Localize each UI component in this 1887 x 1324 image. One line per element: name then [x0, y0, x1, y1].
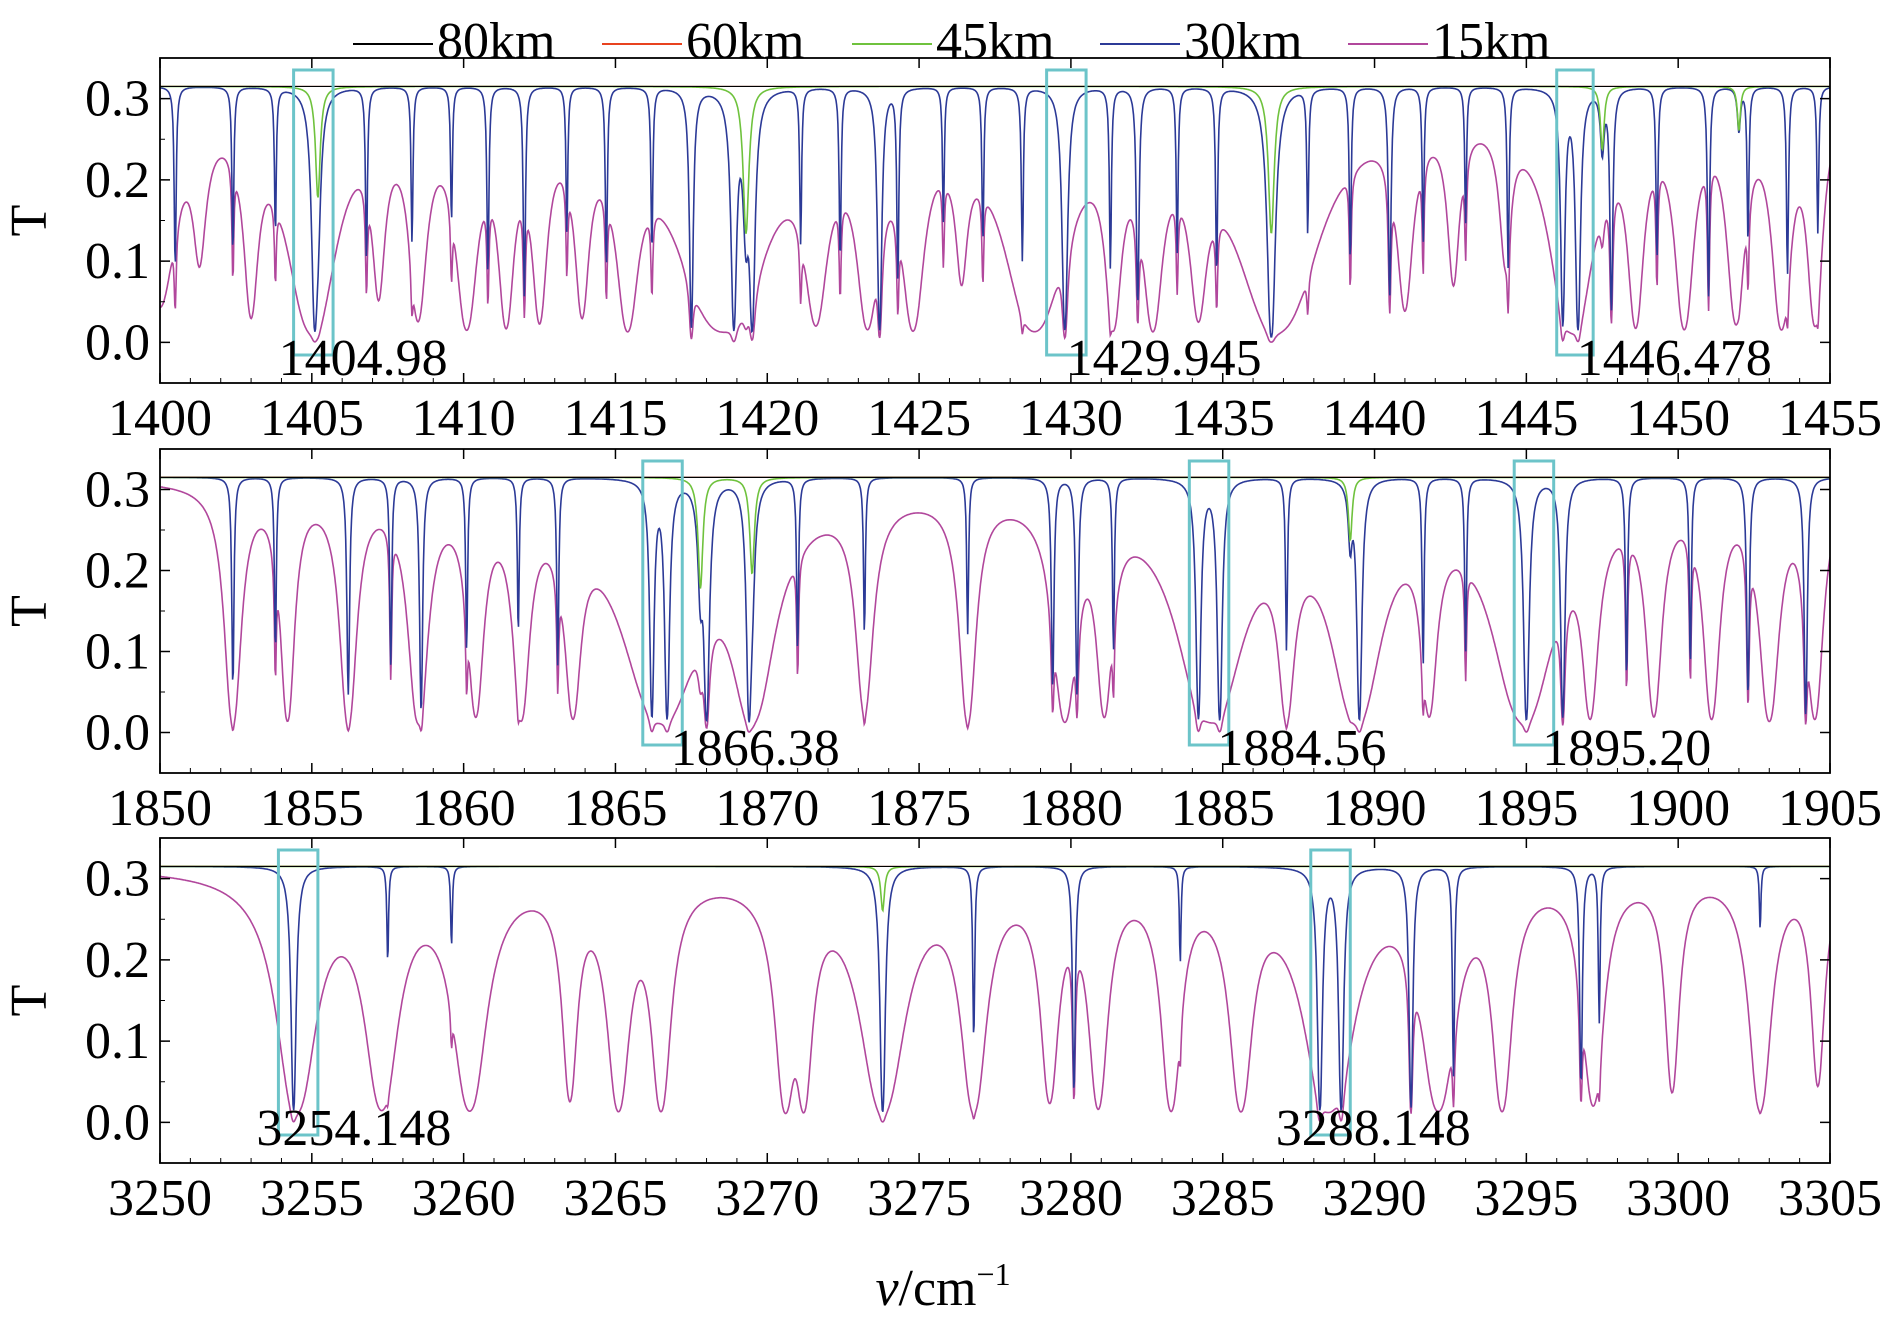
line-annotation: 1429.945 [1067, 330, 1262, 387]
highlight-box [1045, 68, 1088, 357]
series-line-15km [160, 143, 1830, 343]
legend-item-30km: 30km [1100, 13, 1302, 70]
x-tick-label: 1400 [108, 390, 212, 447]
x-tick-label: 1455 [1778, 390, 1882, 447]
x-tick-label: 1890 [1323, 780, 1427, 837]
y-tick-label: 0.0 [85, 705, 150, 762]
y-tick-label: 0.1 [85, 1013, 150, 1070]
line-annotation: 1884.56 [1217, 720, 1386, 777]
x-tick-label: 1885 [1171, 780, 1275, 837]
y-tick-label: 0.1 [85, 624, 150, 681]
legend-item-15km: 15km [1348, 13, 1550, 70]
highlight-box [1512, 459, 1556, 747]
plot-area [160, 865, 1830, 1123]
y-tick-label: 0.1 [85, 233, 150, 290]
x-tick-label: 1410 [412, 390, 516, 447]
x-tick-label: 1865 [563, 780, 667, 837]
legend-item-80km: 80km [353, 13, 555, 70]
x-tick-label: 1450 [1626, 390, 1730, 447]
line-annotation: 1866.38 [671, 720, 840, 777]
x-tick-label: 1425 [867, 390, 971, 447]
plot-area [160, 476, 1830, 733]
line-annotation: 1404.98 [279, 330, 448, 387]
y-axis-label: T [1, 985, 58, 1017]
x-tick-label: 3305 [1778, 1170, 1882, 1227]
highlight-box [276, 848, 320, 1137]
x-tick-label: 1430 [1019, 390, 1123, 447]
panel-1: 1404.98 1429.945 1446.478 1400 1405 1410 1415 1… [1, 57, 1882, 447]
x-tick-label: 1875 [867, 780, 971, 837]
x-tick-label: 1900 [1626, 780, 1730, 837]
legend-item-60km: 60km [602, 13, 804, 70]
x-tick-label: 3255 [260, 1170, 364, 1227]
highlight-box [1555, 68, 1595, 357]
y-tick-label: 0.2 [85, 152, 150, 209]
panel-2: 1866.38 1884.56 1895.20 1850 1855 1860 1865 187… [1, 448, 1882, 837]
x-tick-label: 1420 [715, 390, 819, 447]
series-line-30km [160, 86, 1830, 338]
line-annotation: 1895.20 [1542, 720, 1711, 777]
x-tick-label: 1440 [1323, 390, 1427, 447]
x-tick-label: 3265 [563, 1170, 667, 1227]
legend-item-45km: 45km [852, 13, 1054, 70]
x-tick-label: 3260 [412, 1170, 516, 1227]
highlight-box [641, 459, 684, 747]
x-tick-label: 1435 [1171, 390, 1275, 447]
y-tick-label: 0.0 [85, 1094, 150, 1151]
legend-label: 80km [437, 13, 555, 70]
x-tick-label: 3290 [1323, 1170, 1427, 1227]
x-tick-label: 1870 [715, 780, 819, 837]
legend-label: 45km [936, 13, 1054, 70]
x-tick-label: 1405 [260, 390, 364, 447]
x-tick-label: 3280 [1019, 1170, 1123, 1227]
x-tick-label: 3270 [715, 1170, 819, 1227]
legend: 80km 60km 45km 30km 15km [353, 13, 1550, 70]
y-tick-label: 0.3 [85, 851, 150, 908]
y-axis-label: T [1, 205, 58, 237]
line-annotation: 3254.148 [256, 1100, 451, 1157]
x-tick-label: 3250 [108, 1170, 212, 1227]
y-tick-label: 0.3 [85, 71, 150, 128]
highlight-box [292, 68, 335, 357]
y-tick-label: 0.2 [85, 932, 150, 989]
x-tick-label: 1415 [563, 390, 667, 447]
y-axis-label: T [1, 595, 58, 627]
x-tick-label: 3300 [1626, 1170, 1730, 1227]
x-tick-label: 1860 [412, 780, 516, 837]
series-line-15km [160, 486, 1830, 733]
x-tick-label: 1895 [1474, 780, 1578, 837]
series-line-45km [160, 476, 1830, 589]
line-annotation: 1446.478 [1577, 330, 1772, 387]
x-tick-label: 1850 [108, 780, 212, 837]
series-line-15km [160, 875, 1830, 1123]
x-tick-label: 1855 [260, 780, 364, 837]
y-tick-label: 0.3 [85, 462, 150, 519]
x-tick-label: 3295 [1474, 1170, 1578, 1227]
x-tick-label: 3275 [867, 1170, 971, 1227]
highlight-box [1187, 459, 1231, 747]
x-tick-label: 1905 [1778, 780, 1882, 837]
highlight-box [1309, 848, 1352, 1137]
x-tick-label: 1445 [1474, 390, 1578, 447]
y-tick-label: 0.0 [85, 314, 150, 371]
x-tick-label: 1880 [1019, 780, 1123, 837]
x-axis-label: v/cm−1 [875, 1256, 1010, 1317]
series-line-30km [160, 476, 1830, 723]
y-tick-label: 0.2 [85, 543, 150, 600]
legend-label: 15km [1432, 13, 1550, 70]
line-annotation: 3288.148 [1276, 1100, 1471, 1157]
legend-label: 30km [1184, 13, 1302, 70]
panel-3: 3254.148 3288.148 3250 3255 3260 3265 3270 3275… [1, 837, 1882, 1227]
legend-label: 60km [686, 13, 804, 70]
plot-area [160, 85, 1830, 343]
series-line-45km [160, 865, 1830, 913]
x-tick-label: 3285 [1171, 1170, 1275, 1227]
